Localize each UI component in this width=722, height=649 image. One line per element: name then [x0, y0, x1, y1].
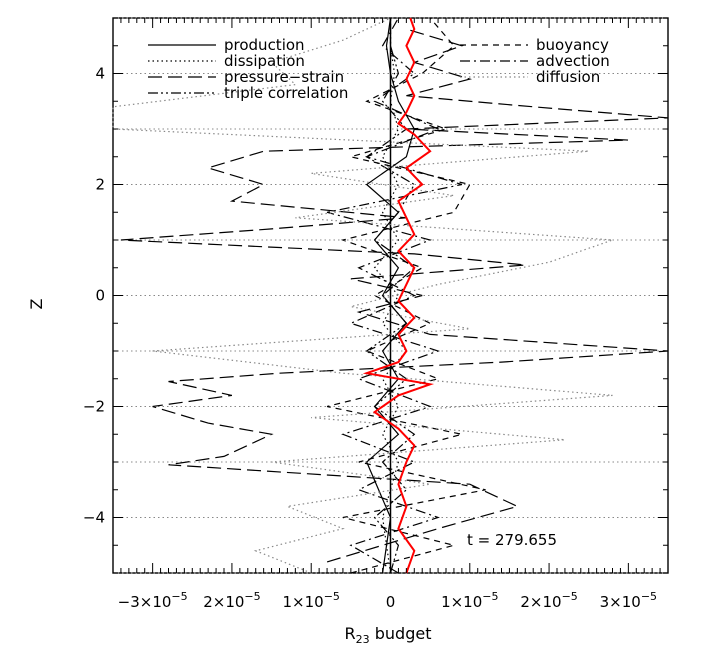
y-tick-label: 0 [95, 287, 105, 305]
x-axis-label: R23 budget [345, 624, 432, 646]
legend: productiondissipationpressure−straintrip… [148, 36, 610, 102]
legend-label: pressure−strain [224, 68, 344, 86]
time-annotation: t = 279.655 [467, 531, 557, 549]
x-tick-label: 0 [386, 593, 396, 611]
series-line-diffusion [112, 17, 613, 574]
legend-label: advection [536, 52, 610, 70]
y-tick-label: −4 [83, 509, 105, 527]
x-tick-label: −3×10−5 [118, 590, 188, 611]
series-line-highlight [362, 17, 435, 574]
x-tick-label: 2×10−5 [520, 590, 577, 611]
series-line-dissipation [373, 18, 408, 574]
x-tick-label: 3×10−5 [600, 590, 657, 611]
x-tick-label: 1×10−5 [441, 590, 498, 611]
y-tick-label: −2 [83, 398, 105, 416]
series-lines [112, 17, 669, 574]
series-line-advection [326, 17, 463, 574]
x-axis-label-subscript: 23 [356, 633, 370, 646]
y-tick-label: 4 [95, 65, 105, 83]
legend-label: buoyancy [536, 36, 609, 54]
series-line-triple-correlation [365, 18, 416, 574]
y-tick-label: 2 [95, 176, 105, 194]
series-line-pressure-strain [120, 28, 669, 563]
y-axis-label: Z [27, 298, 46, 309]
x-axis-label-rest: budget [370, 624, 432, 643]
x-ticks: −3×10−5 2×10−5 1×10−5 0 1×10−5 2×10−5 3×10−5 [112, 18, 669, 611]
legend-label: diffusion [536, 68, 600, 86]
x-tick-label: 2×10−5 [203, 590, 260, 611]
x-tick-label: 1×10−5 [283, 590, 340, 611]
legend-label: production [224, 36, 305, 54]
legend-label: dissipation [224, 52, 305, 70]
series-line-production [365, 17, 415, 574]
series-line-buoyancy [326, 17, 486, 574]
legend-label: triple correlation [224, 84, 348, 102]
x-axis-label-main: R [345, 624, 356, 643]
y-ticks: −4 −2 0 2 4 [83, 17, 668, 574]
